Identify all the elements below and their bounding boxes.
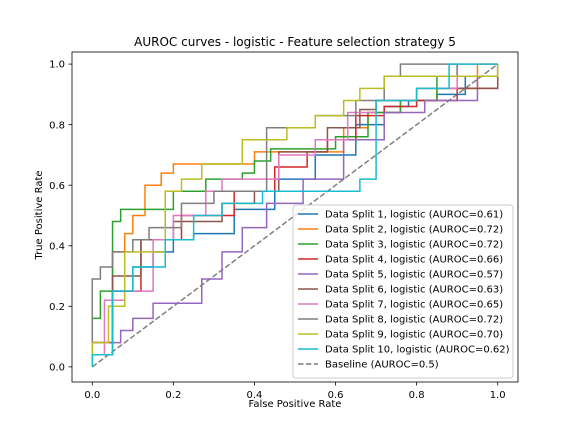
legend-entry: Data Split 2, logistic (AUROC=0.72) (325, 225, 503, 236)
y-axis-label: True Positive Rate (34, 170, 45, 260)
x-tick-label: 0.0 (84, 390, 100, 401)
y-tick-label: 0.2 (49, 302, 65, 313)
roc-curve-split-9 (91, 64, 499, 367)
x-tick-label: 0.4 (247, 390, 263, 401)
roc-curve-split-3 (91, 64, 499, 367)
roc-curve-split-10 (91, 63, 498, 367)
y-tick-label: 1.0 (49, 60, 65, 71)
plot-area: 0.0 0.2 0.4 0.6 0.8 1.0 0.0 0.2 0.4 0.6 0.8 1.0 (49, 51, 519, 401)
legend-entry: Data Split 7, logistic (AUROC=0.65) (325, 300, 503, 311)
roc-curve-split-4 (91, 64, 499, 367)
x-tick-label: 0.6 (328, 390, 344, 401)
legend: Data Split 1, logistic (AUROC=0.61) Data … (292, 204, 514, 379)
axes-frame (71, 51, 519, 383)
curves-group (91, 63, 499, 368)
y-tick-label: 0.0 (49, 362, 65, 373)
legend-entry: Baseline (AUROC=0.5) (325, 360, 439, 371)
legend-entry: Data Split 8, logistic (AUROC=0.72) (325, 315, 503, 326)
y-tick-label: 0.4 (49, 241, 65, 252)
legend-entry: Data Split 1, logistic (AUROC=0.61) (325, 210, 503, 221)
y-tick-label: 0.8 (49, 120, 65, 131)
roc-curve-split-8 (91, 63, 499, 367)
x-tick-label: 0.2 (165, 390, 181, 401)
legend-box (292, 204, 514, 379)
legend-entry: Data Split 3, logistic (AUROC=0.72) (325, 240, 503, 251)
x-tick-label: 0.8 (409, 390, 425, 401)
legend-entry: Data Split 4, logistic (AUROC=0.66) (325, 255, 503, 266)
y-tick-label: 0.6 (49, 181, 65, 192)
legend-entry: Data Split 5, logistic (AUROC=0.57) (325, 270, 503, 281)
roc-curve-split-5 (91, 64, 499, 367)
x-tick-label: 1.0 (490, 390, 506, 401)
x-axis-label: False Positive Rate (249, 399, 342, 410)
legend-entry: Data Split 9, logistic (AUROC=0.70) (325, 330, 503, 341)
legend-entry: Data Split 6, logistic (AUROC=0.63) (325, 285, 503, 296)
legend-entry: Data Split 10, logistic (AUROC=0.62) (325, 345, 510, 356)
chart-title: AUROC curves - logistic - Feature select… (134, 35, 456, 49)
